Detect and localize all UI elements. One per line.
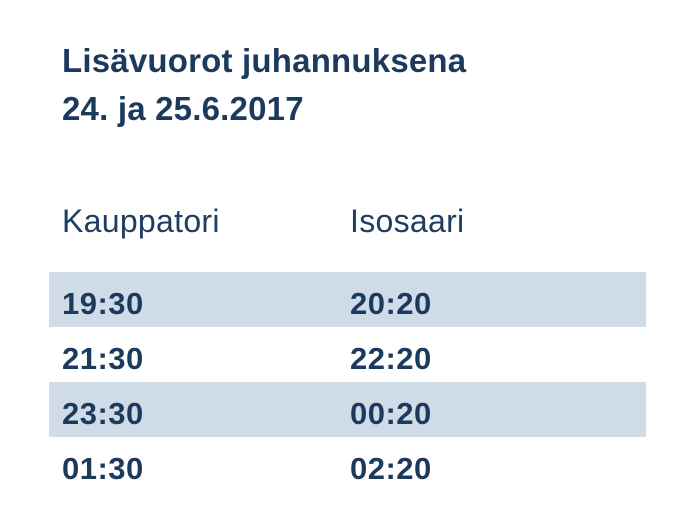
- page-title: Lisävuorot juhannuksena 24. ja 25.6.2017: [62, 37, 466, 133]
- departure-time-isosaari: 20:20: [350, 286, 432, 321]
- departure-time-isosaari: 22:20: [350, 341, 432, 376]
- departure-time-kauppatori: 01:30: [62, 451, 144, 486]
- departure-time-kauppatori: 21:30: [62, 341, 144, 376]
- departure-time-kauppatori: 19:30: [62, 286, 144, 321]
- departure-time-isosaari: 00:20: [350, 396, 432, 431]
- table-row: 23:30 00:20: [49, 382, 646, 437]
- page-title-line-1: Lisävuorot juhannuksena: [62, 42, 467, 79]
- page-title-line-2: 24. ja 25.6.2017: [62, 90, 304, 127]
- schedule-table: 19:30 20:20 21:30 22:20 23:30 00:20 01:3…: [49, 272, 646, 492]
- departure-time-isosaari: 02:20: [350, 451, 432, 486]
- table-row: 19:30 20:20: [49, 272, 646, 327]
- schedule-header-row: Kauppatori Isosaari: [62, 203, 464, 240]
- column-header-isosaari: Isosaari: [350, 203, 465, 239]
- departure-time-kauppatori: 23:30: [62, 396, 144, 431]
- column-header-kauppatori: Kauppatori: [62, 203, 220, 239]
- table-row: 01:30 02:20: [49, 437, 646, 492]
- table-row: 21:30 22:20: [49, 327, 646, 382]
